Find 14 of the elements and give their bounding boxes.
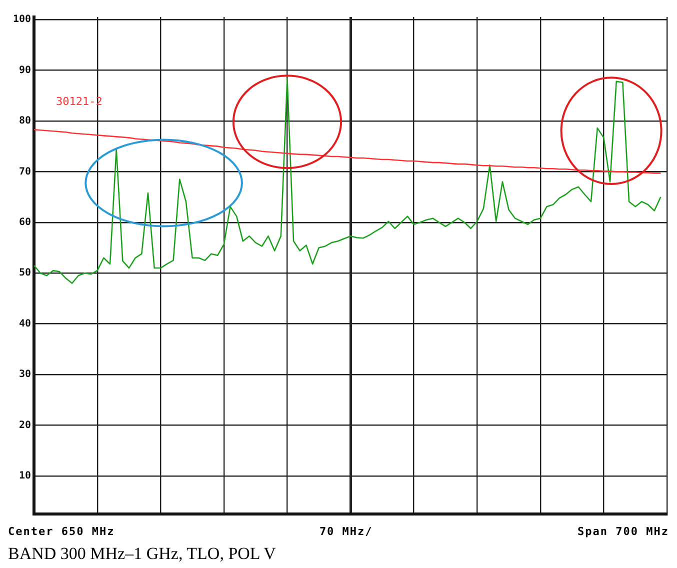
text: Span 700 MHz — [578, 525, 669, 538]
y-tick-label: 60 — [19, 216, 32, 228]
y-tick-label: 40 — [19, 318, 32, 330]
text: BAND 300 MHz–1 GHz, TLO, POL V — [8, 544, 277, 564]
y-tick-label: 80 — [19, 116, 32, 127]
text: Center 650 MHz — [8, 525, 115, 538]
text: 70 MHz/ — [319, 525, 373, 538]
y-tick-label: 30 — [19, 369, 32, 380]
y-tick-label: 90 — [19, 64, 32, 76]
y-tick-label: 20 — [19, 420, 32, 431]
y-tick-label: 50 — [19, 268, 32, 279]
y-tick-label: 100 — [13, 14, 32, 26]
y-tick-label: 70 — [19, 166, 32, 178]
y-tick-label: 10 — [19, 470, 32, 482]
